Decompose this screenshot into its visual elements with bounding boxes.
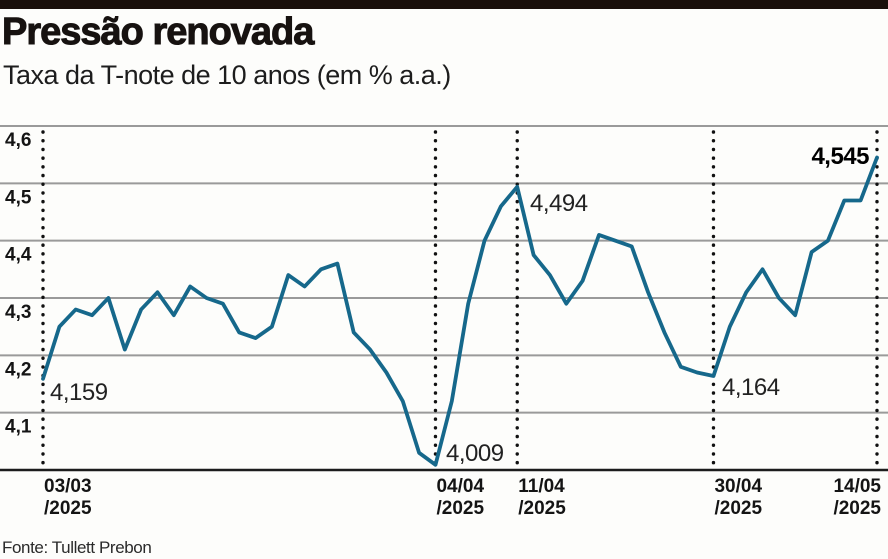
y-tick-label: 4,3 xyxy=(5,302,31,323)
x-tick-label-line2: /2025 xyxy=(518,498,566,519)
point-annotation: 4,159 xyxy=(50,379,108,406)
x-tick-label-line1: 14/05 xyxy=(833,476,881,497)
point-annotation: 4,494 xyxy=(530,190,588,217)
y-tick-label: 4,6 xyxy=(5,130,31,151)
y-tick-label: 4,5 xyxy=(5,187,32,208)
x-tick-label-line2: /2025 xyxy=(436,498,484,519)
x-tick-label-line2: /2025 xyxy=(833,498,881,519)
top-rule-bar xyxy=(0,0,888,9)
y-tick-label: 4,4 xyxy=(5,245,32,266)
source-credit: Fonte: Tullett Prebon xyxy=(2,538,152,557)
x-tick-label-line1: 03/03 xyxy=(44,476,92,497)
x-tick-label-line2: /2025 xyxy=(714,498,762,519)
x-tick-label-line2: /2025 xyxy=(44,498,92,519)
point-annotation: 4,545 xyxy=(811,143,869,170)
x-tick-label-line1: 04/04 xyxy=(436,476,484,497)
series-line xyxy=(41,155,879,467)
x-tick-label-line1: 30/04 xyxy=(714,476,762,497)
x-tick-label-line1: 11/04 xyxy=(518,476,565,497)
y-tick-label: 4,2 xyxy=(5,359,31,380)
chart-title: Pressão renovada xyxy=(2,11,315,54)
point-annotation: 4,009 xyxy=(446,440,504,467)
y-tick-label: 4,1 xyxy=(5,417,32,438)
point-annotation: 4,164 xyxy=(722,374,780,401)
chart-subtitle: Taxa da T-note de 10 anos (em % a.a.) xyxy=(3,60,451,90)
